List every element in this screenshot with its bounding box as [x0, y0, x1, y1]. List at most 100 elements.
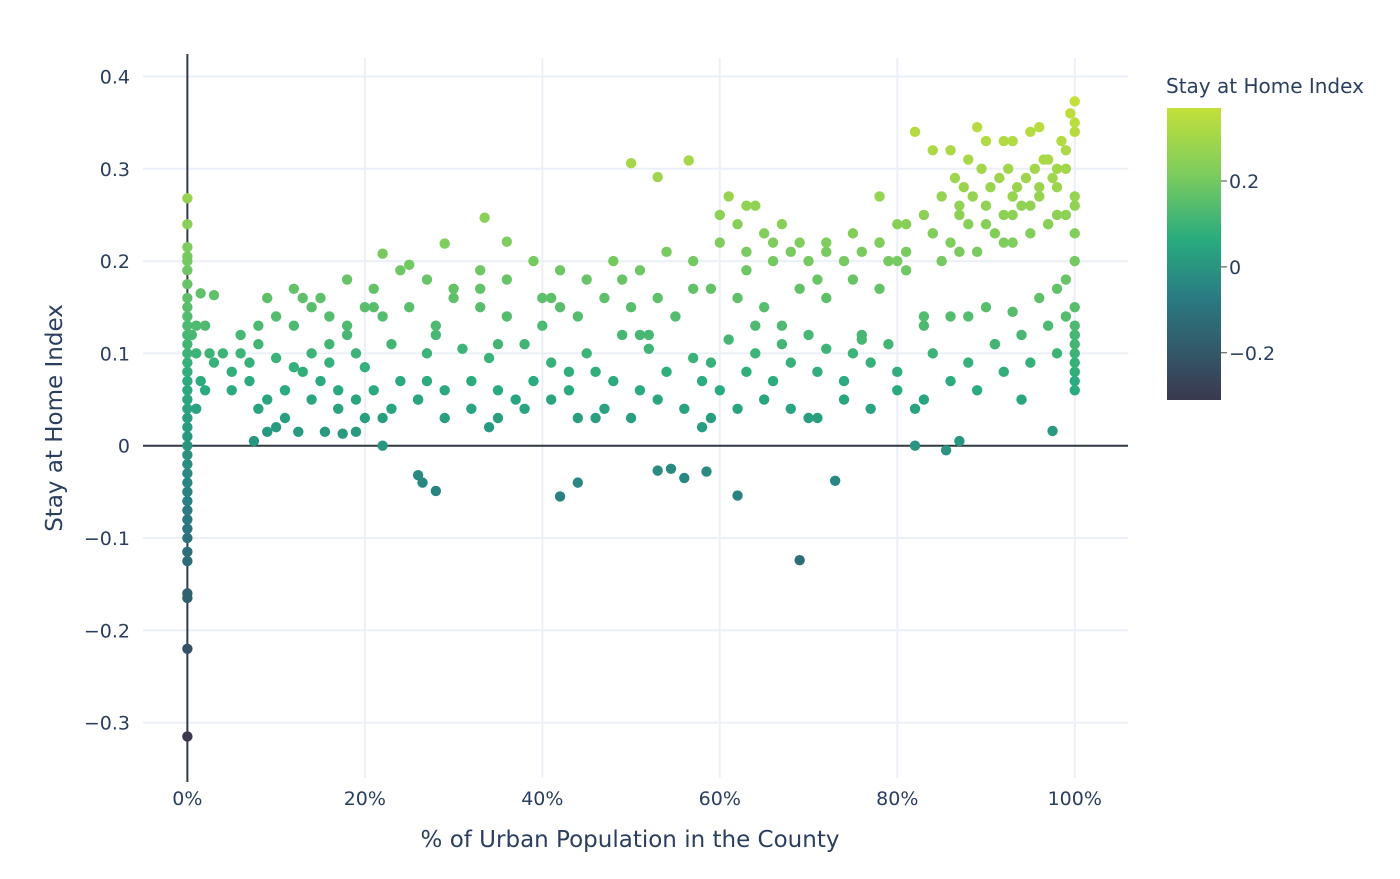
data-point	[892, 218, 903, 230]
data-point	[306, 394, 317, 405]
data-point	[306, 348, 317, 359]
data-point	[1069, 228, 1080, 239]
data-point	[750, 348, 761, 359]
data-point	[616, 274, 628, 285]
data-point	[980, 135, 992, 147]
data-point	[182, 449, 193, 461]
data-point	[359, 302, 371, 313]
data-point	[794, 554, 805, 566]
data-point	[315, 375, 326, 387]
data-point	[248, 435, 260, 447]
data-point	[909, 403, 921, 414]
data-point	[599, 403, 610, 414]
data-point	[404, 302, 415, 313]
data-point	[554, 265, 566, 276]
data-point	[386, 403, 397, 414]
data-point	[191, 403, 202, 414]
data-point	[918, 320, 930, 331]
data-point	[1069, 96, 1080, 107]
data-point	[687, 255, 699, 267]
data-point	[670, 311, 681, 322]
data-point	[1069, 302, 1080, 313]
data-point	[528, 375, 539, 387]
data-point	[545, 357, 557, 368]
data-point	[927, 348, 938, 359]
data-point	[1034, 122, 1045, 133]
data-point	[1060, 145, 1072, 156]
data-point	[182, 193, 193, 204]
data-point	[182, 592, 193, 604]
data-point	[483, 352, 495, 364]
data-point	[377, 440, 388, 451]
data-point	[182, 458, 193, 470]
data-point	[350, 426, 362, 438]
data-point	[1007, 209, 1018, 221]
data-point	[182, 643, 193, 654]
data-point	[235, 329, 246, 341]
data-point	[182, 375, 193, 387]
data-point	[909, 440, 921, 451]
data-point	[182, 505, 193, 516]
colorbar-title: Stay at Home Index	[1166, 74, 1364, 98]
data-point	[1011, 182, 1023, 193]
data-point	[1069, 338, 1080, 350]
data-point	[776, 218, 788, 230]
data-point	[182, 320, 193, 331]
data-point	[971, 246, 983, 258]
y-axis-title: Stay at Home Index	[42, 304, 68, 532]
data-point	[714, 237, 726, 248]
data-point	[182, 555, 193, 567]
data-point	[545, 292, 557, 304]
data-point	[563, 385, 575, 396]
data-point	[971, 385, 983, 396]
data-point	[1025, 228, 1036, 239]
data-point	[182, 394, 193, 405]
data-point	[856, 329, 867, 341]
data-point	[195, 375, 206, 387]
data-point	[940, 445, 952, 456]
data-point	[581, 274, 592, 285]
data-point	[652, 394, 663, 405]
data-point	[599, 292, 610, 304]
data-point	[767, 237, 779, 248]
data-point	[208, 357, 220, 368]
data-point	[954, 246, 965, 258]
data-point	[1051, 348, 1063, 359]
data-point	[1003, 163, 1014, 174]
data-point	[1069, 385, 1080, 396]
data-point	[182, 403, 193, 414]
x-axis-ticks: 0% 20% 40% 60% 80% 100%	[172, 788, 1102, 810]
data-point	[776, 338, 788, 350]
data-point	[235, 348, 246, 359]
x-tick-label: 0%	[172, 788, 202, 810]
data-point	[288, 320, 300, 331]
data-point	[714, 385, 726, 396]
data-point	[395, 265, 406, 276]
data-point	[1025, 357, 1036, 368]
data-point	[519, 403, 530, 414]
data-point	[182, 357, 193, 368]
data-point	[1069, 329, 1080, 341]
data-point	[892, 385, 903, 396]
data-point	[341, 329, 353, 341]
data-point	[821, 292, 832, 304]
data-point	[821, 246, 832, 258]
data-point	[723, 191, 734, 202]
data-point	[927, 145, 938, 156]
data-point	[989, 338, 1001, 350]
data-point	[537, 320, 548, 331]
data-point	[1016, 329, 1027, 341]
data-point	[1034, 191, 1045, 202]
data-point	[616, 329, 628, 341]
data-point	[1060, 163, 1072, 174]
y-tick-label: 0.1	[100, 343, 130, 365]
data-point	[892, 366, 903, 378]
data-point	[918, 209, 930, 221]
data-point	[741, 200, 752, 211]
data-point	[679, 472, 690, 484]
data-point	[608, 255, 619, 267]
data-point	[732, 403, 743, 414]
data-point	[652, 171, 663, 183]
data-point	[1051, 209, 1063, 221]
data-point	[182, 486, 193, 498]
